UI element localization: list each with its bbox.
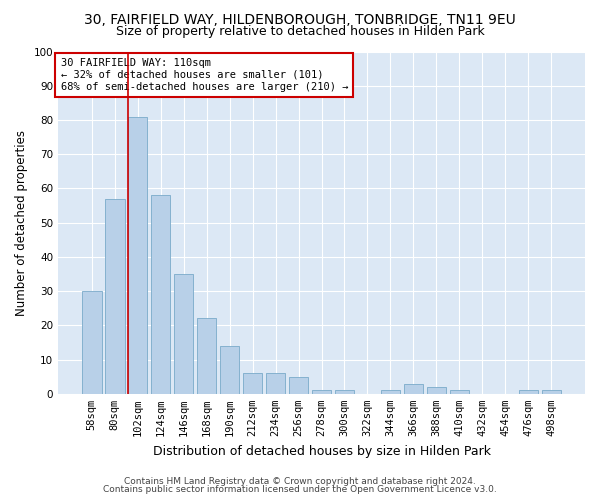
Bar <box>82 291 101 394</box>
Bar <box>312 390 331 394</box>
Bar <box>427 387 446 394</box>
Bar <box>518 390 538 394</box>
Bar <box>380 390 400 394</box>
Bar <box>449 390 469 394</box>
Bar <box>243 374 262 394</box>
Bar <box>174 274 193 394</box>
Bar <box>542 390 561 394</box>
Text: 30, FAIRFIELD WAY, HILDENBOROUGH, TONBRIDGE, TN11 9EU: 30, FAIRFIELD WAY, HILDENBOROUGH, TONBRI… <box>84 12 516 26</box>
Text: Contains HM Land Registry data © Crown copyright and database right 2024.: Contains HM Land Registry data © Crown c… <box>124 477 476 486</box>
Text: Size of property relative to detached houses in Hilden Park: Size of property relative to detached ho… <box>116 25 484 38</box>
Bar <box>335 390 354 394</box>
X-axis label: Distribution of detached houses by size in Hilden Park: Distribution of detached houses by size … <box>152 444 491 458</box>
Bar <box>220 346 239 394</box>
Bar <box>105 198 125 394</box>
Text: Contains public sector information licensed under the Open Government Licence v3: Contains public sector information licen… <box>103 485 497 494</box>
Bar <box>128 116 148 394</box>
Bar <box>151 196 170 394</box>
Bar <box>289 376 308 394</box>
Bar <box>404 384 423 394</box>
Bar <box>266 374 286 394</box>
Text: 30 FAIRFIELD WAY: 110sqm
← 32% of detached houses are smaller (101)
68% of semi-: 30 FAIRFIELD WAY: 110sqm ← 32% of detach… <box>61 58 348 92</box>
Bar <box>197 318 217 394</box>
Y-axis label: Number of detached properties: Number of detached properties <box>15 130 28 316</box>
